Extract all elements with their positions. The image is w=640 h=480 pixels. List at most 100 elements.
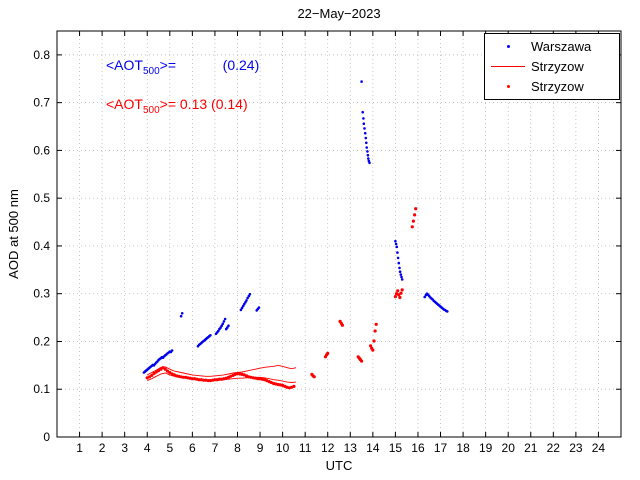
- data-point-warszawa: [170, 349, 174, 352]
- data-point-warszawa: [398, 266, 401, 270]
- legend-label: Strzyzow: [531, 79, 584, 95]
- y-tick-label: 0.6: [33, 143, 50, 157]
- red-line-marker-icon: [491, 65, 525, 67]
- data-point-warszawa: [361, 110, 365, 114]
- legend: Warszawa Strzyzow Strzyzow: [484, 33, 620, 100]
- annotation-value: >= 0.13 (0.14): [159, 96, 248, 112]
- x-tick-label: 5: [166, 441, 173, 455]
- legend-label: Warszawa: [531, 38, 592, 54]
- data-point-strzyzow: [326, 351, 330, 355]
- data-point-strzyzow: [147, 375, 152, 379]
- y-tick-label: 0.1: [33, 382, 50, 396]
- data-point-strzyzow: [152, 371, 156, 376]
- x-tick-label: 12: [321, 441, 335, 455]
- data-point-warszawa: [362, 117, 365, 120]
- data-point-warszawa: [400, 278, 404, 281]
- data-point-warszawa: [394, 242, 398, 246]
- legend-marker: [485, 85, 531, 89]
- data-point-strzyzow: [414, 207, 418, 211]
- data-point-warszawa: [398, 270, 402, 274]
- data-point-warszawa: [396, 256, 400, 260]
- aot-annotation-warszawa: <AOT500>= (0.24): [106, 57, 259, 77]
- data-point-warszawa: [220, 324, 223, 328]
- data-point-warszawa: [219, 326, 222, 329]
- y-tick-label: 0: [43, 430, 50, 444]
- data-point-warszawa: [239, 308, 243, 312]
- legend-item-warszawa: Warszawa: [485, 36, 619, 56]
- x-tick-label: 18: [456, 441, 470, 455]
- x-tick-label: 6: [189, 441, 196, 455]
- data-point-warszawa: [257, 306, 261, 309]
- data-point-strzyzow: [161, 366, 165, 370]
- red-dot-marker-icon: [506, 85, 510, 89]
- data-point-strzyzow: [393, 295, 397, 299]
- data-point-strzyzow: [292, 384, 296, 388]
- x-tick-label: 20: [502, 441, 516, 455]
- y-tick-label: 0.5: [33, 191, 50, 205]
- x-tick-label: 22: [547, 441, 561, 455]
- data-point-strzyzow: [206, 379, 210, 383]
- data-point-warszawa: [180, 312, 184, 315]
- data-point-warszawa: [396, 251, 399, 254]
- legend-item-strzyzow-dots: Strzyzow: [485, 77, 619, 97]
- data-point-strzyzow: [369, 344, 373, 348]
- data-point-strzyzow: [371, 348, 375, 352]
- x-tick-label: 8: [234, 441, 241, 455]
- data-point-strzyzow: [168, 370, 172, 375]
- data-point-warszawa: [446, 310, 449, 313]
- data-point-strzyzow: [374, 322, 378, 326]
- data-point-warszawa: [367, 157, 370, 160]
- x-tick-label: 7: [212, 441, 219, 455]
- x-tick-label: 17: [434, 441, 448, 455]
- blue-dot-marker-icon: [506, 44, 510, 48]
- x-tick-label: 2: [99, 441, 106, 455]
- data-point-warszawa: [242, 302, 246, 306]
- data-point-strzyzow: [156, 369, 161, 373]
- y-tick-label: 0.3: [33, 287, 50, 301]
- data-point-warszawa: [240, 306, 244, 310]
- data-point-strzyzow: [373, 329, 377, 333]
- data-point-strzyzow: [202, 378, 206, 382]
- x-tick-label: 4: [144, 441, 151, 455]
- data-point-warszawa: [241, 304, 245, 308]
- axes-box: [56, 30, 622, 438]
- x-tick-label: 3: [121, 441, 128, 455]
- data-point-warszawa: [245, 299, 248, 302]
- data-point-warszawa: [222, 320, 226, 323]
- data-point-strzyzow: [400, 288, 404, 292]
- data-point-strzyzow: [372, 339, 376, 343]
- data-point-strzyzow: [360, 359, 364, 363]
- data-point-warszawa: [247, 294, 251, 298]
- data-point-strzyzow: [165, 369, 170, 373]
- data-point-warszawa: [223, 317, 227, 321]
- data-point-strzyzow: [213, 378, 217, 382]
- data-point-warszawa: [360, 80, 363, 83]
- data-point-strzyzow: [217, 377, 221, 381]
- data-point-warszawa: [368, 161, 371, 165]
- data-point-warszawa: [365, 146, 369, 149]
- data-point-warszawa: [397, 261, 401, 265]
- data-point-warszawa: [209, 334, 212, 337]
- chart-title: 22−May−2023: [297, 6, 381, 21]
- annotation-prefix: <AOT: [106, 96, 143, 112]
- data-point-warszawa: [363, 131, 367, 135]
- x-tick-label: 11: [299, 441, 312, 455]
- data-point-strzyzow: [190, 377, 194, 381]
- data-point-warszawa: [395, 245, 399, 249]
- data-point-strzyzow: [410, 225, 414, 229]
- y-tick-label: 0.7: [33, 96, 50, 110]
- x-tick-label: 14: [366, 441, 380, 455]
- legend-label: Strzyzow: [531, 58, 584, 74]
- data-point-warszawa: [365, 141, 368, 145]
- y-axis-label: AOD at 500 nm: [6, 189, 21, 279]
- x-tick-label: 16: [411, 441, 425, 455]
- data-point-strzyzow: [150, 373, 154, 377]
- annotation-subscript: 500: [142, 104, 160, 116]
- data-point-strzyzow: [396, 289, 400, 293]
- data-point-warszawa: [179, 314, 183, 318]
- data-point-strzyzow: [163, 367, 167, 371]
- data-point-warszawa: [363, 127, 366, 130]
- data-point-warszawa: [226, 326, 229, 329]
- data-point-warszawa: [399, 273, 403, 276]
